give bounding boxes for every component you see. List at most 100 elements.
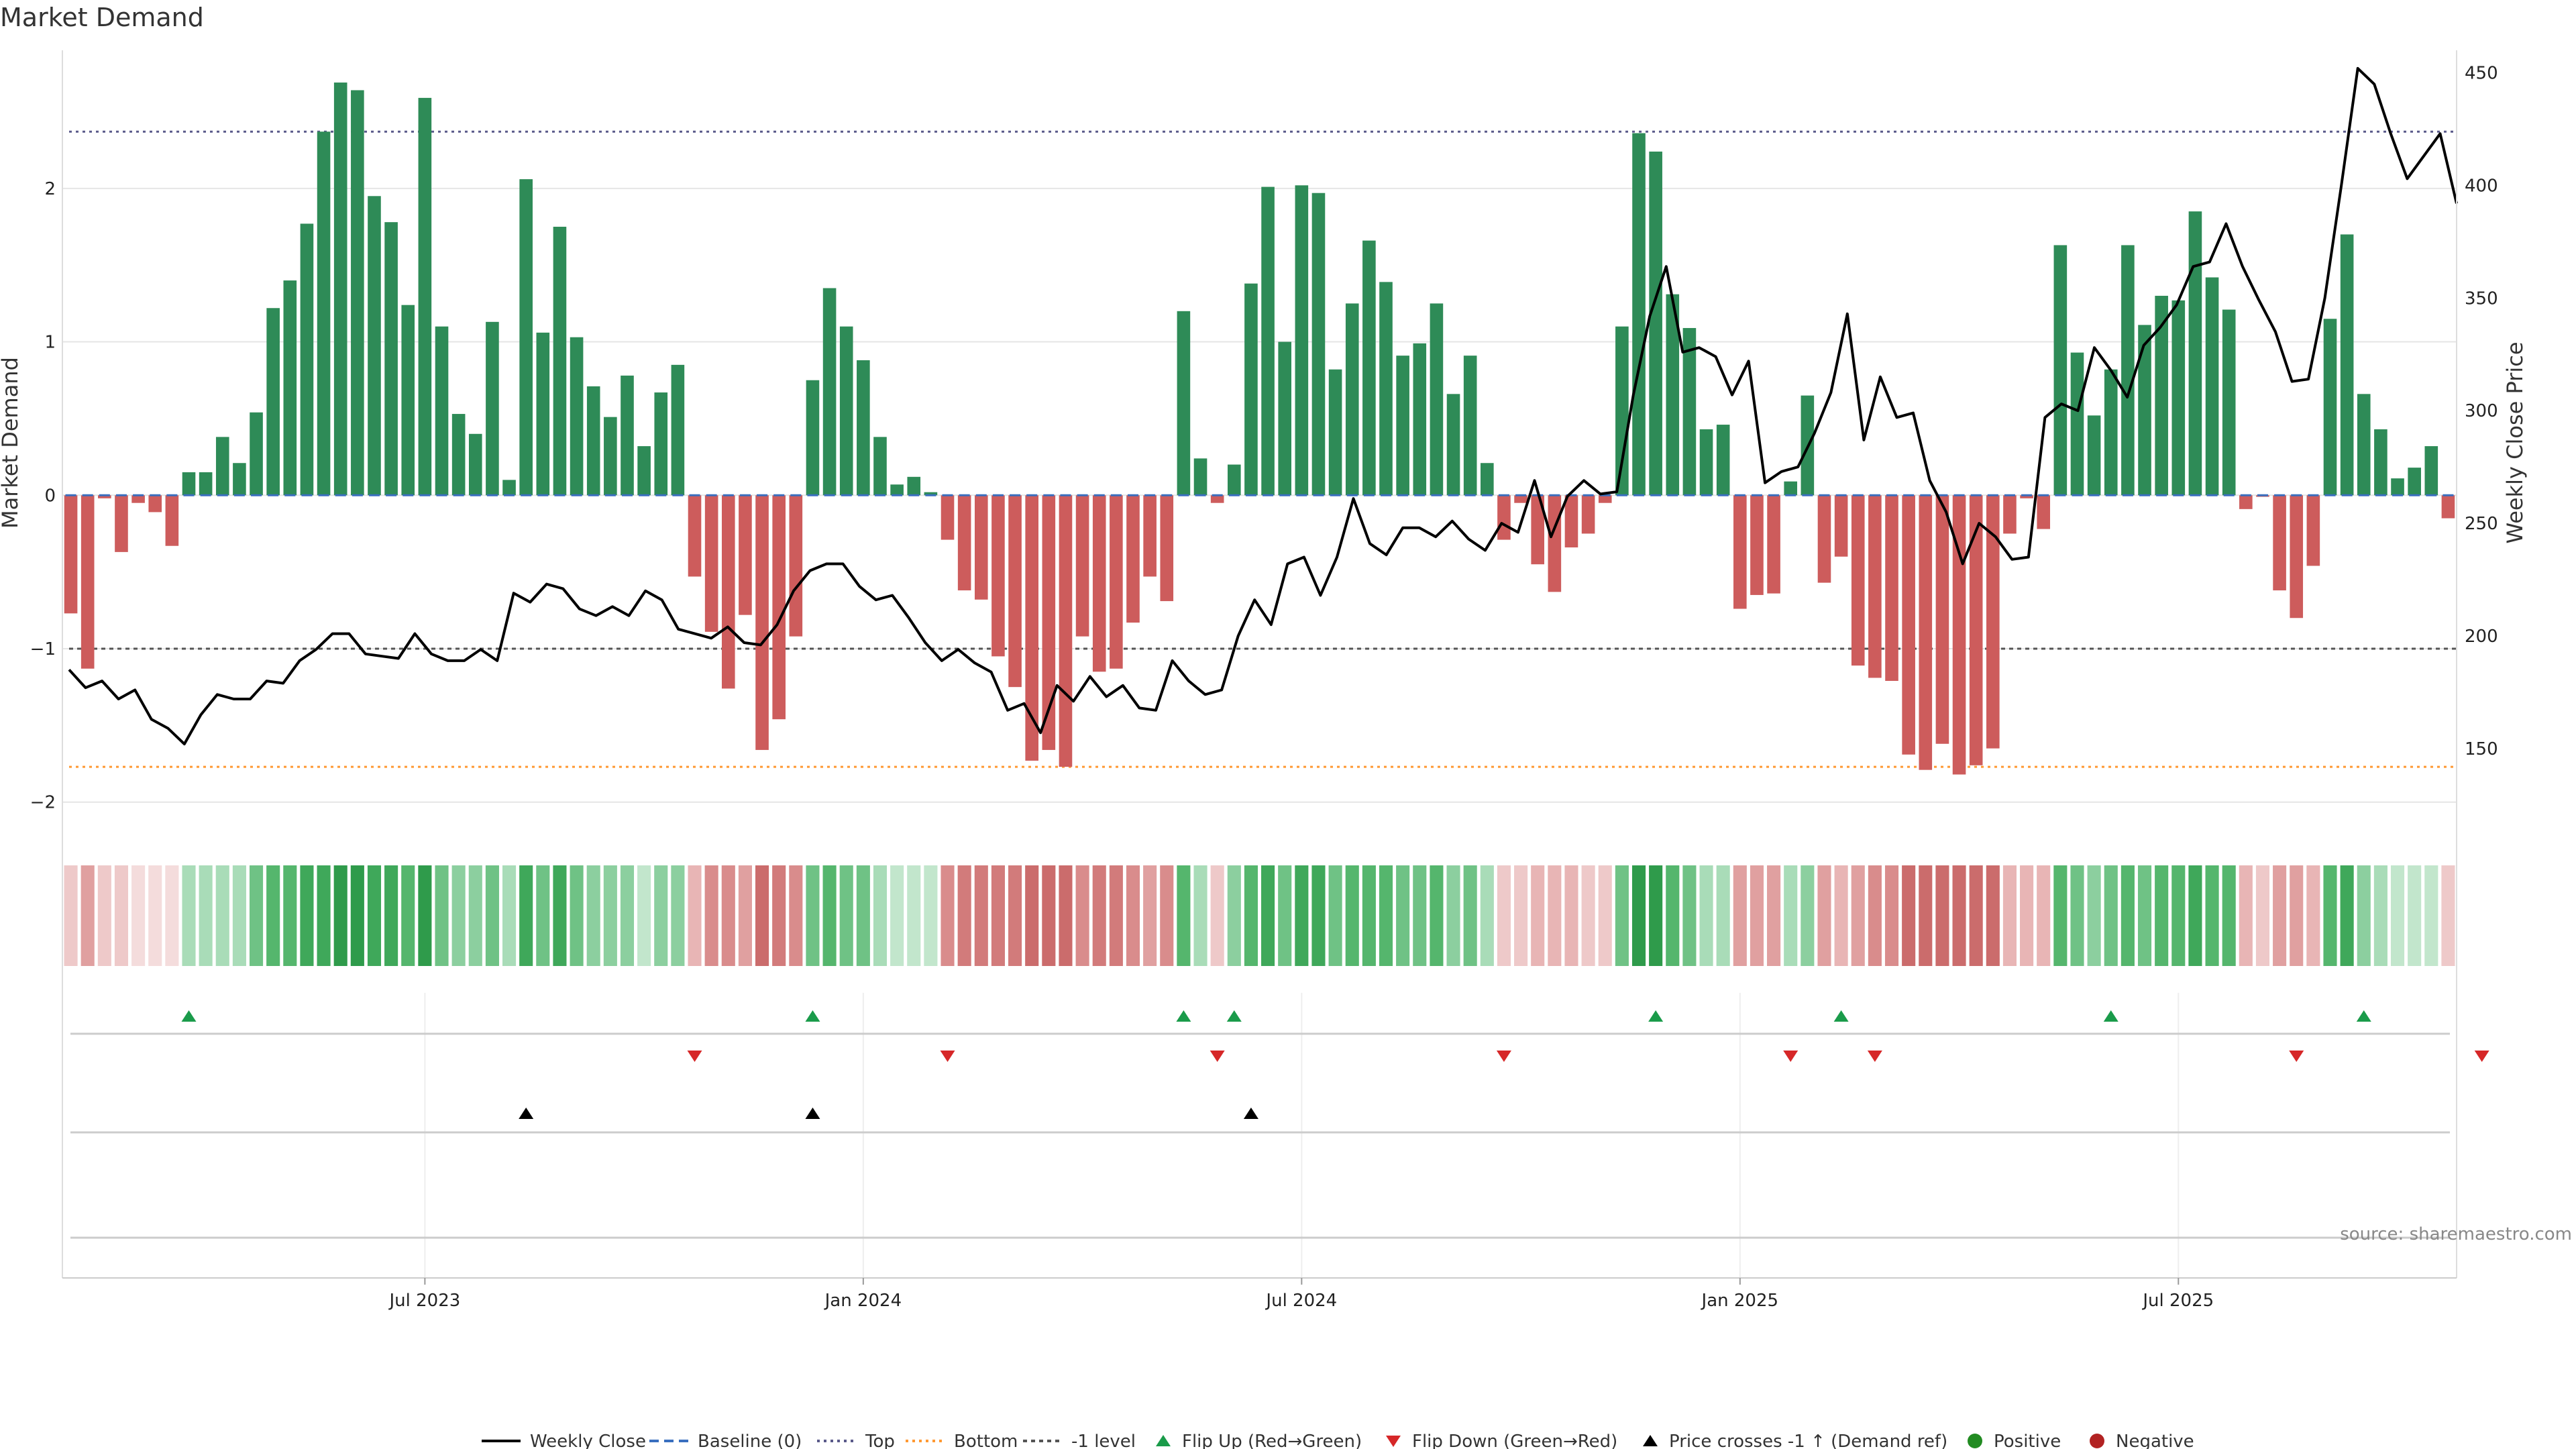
strip-cell xyxy=(1598,865,1612,966)
demand-bar-positive xyxy=(1177,311,1191,496)
demand-bar-positive xyxy=(2424,446,2438,496)
demand-bar-positive xyxy=(1345,303,1359,496)
demand-bar-negative xyxy=(1531,495,1545,565)
demand-heat-strip xyxy=(64,865,2455,966)
strip-cell xyxy=(1295,865,1309,966)
legend-label: Price crosses -1 ↑ (Demand ref) xyxy=(1669,1432,1947,1449)
demand-bar-positive xyxy=(2391,478,2404,496)
strip-cell xyxy=(2053,865,2068,966)
strip-cell xyxy=(418,865,432,966)
strip-cell xyxy=(1193,865,1208,966)
strip-cell xyxy=(451,865,466,966)
demand-bar-positive xyxy=(822,288,837,496)
strip-cell xyxy=(1497,865,1511,966)
legend-item-positive: Positive xyxy=(1968,1432,2061,1449)
strip-cell xyxy=(822,865,837,966)
flip-up-marker xyxy=(2356,1010,2371,1022)
demand-bar-positive xyxy=(1481,463,1494,496)
strip-cell xyxy=(2087,865,2101,966)
strip-cell xyxy=(2273,865,2287,966)
chart-title: Market Demand xyxy=(0,3,204,32)
strip-cell xyxy=(738,865,752,966)
demand-bar-negative xyxy=(704,495,718,632)
demand-bar-negative xyxy=(2037,495,2051,529)
demand-bar-positive xyxy=(924,492,938,496)
demand-bar-positive xyxy=(384,222,398,496)
demand-bar-positive xyxy=(215,437,229,496)
x-tick-label: Jul 2023 xyxy=(388,1291,460,1311)
right-tick-label: 250 xyxy=(2465,514,2498,534)
right-tick-label: 150 xyxy=(2465,739,2498,759)
strip-cell xyxy=(586,865,600,966)
y-axis-label-right: Weekly Close Price xyxy=(2502,341,2528,543)
strip-cell xyxy=(704,865,718,966)
strip-cell xyxy=(1396,865,1410,966)
strip-cell xyxy=(199,865,213,966)
demand-bar-positive xyxy=(671,364,685,496)
price-cross-marker xyxy=(1243,1108,1258,1119)
demand-bar-positive xyxy=(1244,283,1258,496)
strip-cell xyxy=(300,865,314,966)
demand-bar-negative xyxy=(80,495,95,669)
strip-cell xyxy=(1666,865,1680,966)
demand-bar-positive xyxy=(519,179,533,496)
demand-bar-positive xyxy=(266,308,280,496)
strip-cell xyxy=(1109,865,1123,966)
strip-cell xyxy=(1935,865,1949,966)
demand-bar-positive xyxy=(418,97,432,496)
demand-bar-positive xyxy=(2188,211,2202,496)
strip-cell xyxy=(536,865,550,966)
demand-bar-negative xyxy=(2273,495,2286,591)
demand-bar-positive xyxy=(401,305,415,496)
legend-item-bottom: Bottom xyxy=(906,1432,1018,1449)
strip-cell xyxy=(367,865,382,966)
strip-cell xyxy=(1345,865,1359,966)
x-tick-label: Jan 2024 xyxy=(824,1291,902,1311)
demand-bar-negative xyxy=(1092,495,1106,672)
strip-cell xyxy=(941,865,955,966)
strip-cell xyxy=(1261,865,1275,966)
strip-cell xyxy=(1564,865,1578,966)
strip-cell xyxy=(2037,865,2051,966)
legend-swatch xyxy=(1386,1436,1401,1447)
demand-bar-positive xyxy=(2205,277,2219,496)
strip-cell xyxy=(2155,865,2169,966)
strip-cell xyxy=(384,865,398,966)
demand-bar-negative xyxy=(1059,495,1073,767)
strip-cell xyxy=(839,865,853,966)
strip-cell xyxy=(468,865,482,966)
strip-cell xyxy=(148,865,162,966)
demand-bar-positive xyxy=(1699,429,1713,496)
strip-cell xyxy=(2255,865,2270,966)
event-markers xyxy=(70,1010,2489,1239)
demand-bar-positive xyxy=(1193,458,1208,496)
left-tick-label: −2 xyxy=(30,793,56,813)
strip-cell xyxy=(2137,865,2152,966)
strip-cell xyxy=(1733,865,1747,966)
legend-item-top: Top xyxy=(817,1432,895,1449)
flip-up-marker xyxy=(181,1010,197,1022)
demand-bar-negative xyxy=(1868,495,1882,678)
demand-bar-positive xyxy=(570,337,584,496)
demand-bar-negative xyxy=(1075,495,1089,637)
demand-bar-positive xyxy=(199,472,213,496)
demand-bar-negative xyxy=(1733,495,1747,609)
legend-item-price_cross: Price crosses -1 ↑ (Demand ref) xyxy=(1643,1432,1947,1449)
demand-bar-positive xyxy=(233,463,246,496)
demand-bar-negative xyxy=(1598,495,1612,503)
strip-cell xyxy=(620,865,635,966)
strip-cell xyxy=(553,865,567,966)
strip-cell xyxy=(991,865,1005,966)
demand-bar-positive xyxy=(1463,356,1477,496)
demand-bar-negative xyxy=(2003,495,2017,534)
demand-bar-negative xyxy=(2239,495,2253,509)
demand-bar-negative xyxy=(1210,495,1224,503)
demand-bar-negative xyxy=(1514,495,1527,503)
strip-cell xyxy=(350,865,364,966)
strip-cell xyxy=(2357,865,2371,966)
demand-bar-negative xyxy=(1851,495,1865,666)
demand-bar-positive xyxy=(2357,394,2371,496)
strip-cell xyxy=(1784,865,1798,966)
strip-cell xyxy=(2290,865,2304,966)
strip-cell xyxy=(1817,865,1831,966)
